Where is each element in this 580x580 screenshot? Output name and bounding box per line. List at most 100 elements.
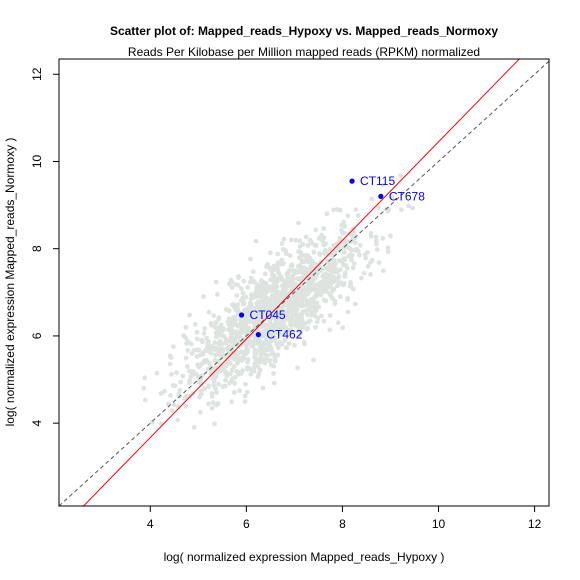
background-point bbox=[327, 247, 333, 252]
background-point bbox=[331, 286, 337, 292]
background-point bbox=[337, 207, 343, 213]
background-point bbox=[267, 339, 273, 345]
background-point bbox=[252, 354, 257, 360]
y-tick-label: 6 bbox=[30, 332, 44, 339]
background-point bbox=[279, 319, 285, 325]
background-point bbox=[339, 280, 345, 286]
background-point bbox=[348, 280, 354, 285]
background-point bbox=[285, 301, 290, 307]
background-point bbox=[337, 258, 343, 264]
background-point bbox=[342, 257, 348, 262]
background-point bbox=[256, 308, 261, 314]
background-point bbox=[201, 331, 207, 336]
background-point bbox=[279, 241, 285, 247]
background-point bbox=[216, 351, 221, 357]
background-point bbox=[337, 236, 343, 241]
background-point bbox=[267, 357, 273, 363]
background-point bbox=[206, 309, 212, 315]
background-point bbox=[306, 255, 312, 261]
background-point bbox=[197, 394, 202, 400]
background-point bbox=[318, 283, 324, 289]
background-point bbox=[237, 336, 243, 342]
background-point bbox=[241, 308, 247, 313]
background-point bbox=[275, 269, 281, 275]
background-point bbox=[212, 421, 218, 427]
background-point bbox=[281, 332, 286, 338]
background-point bbox=[329, 295, 335, 301]
background-point bbox=[264, 264, 269, 270]
background-point bbox=[199, 338, 205, 343]
background-point bbox=[254, 313, 259, 319]
background-point bbox=[206, 384, 211, 390]
background-point bbox=[309, 259, 315, 265]
background-point bbox=[298, 282, 303, 288]
background-point bbox=[206, 401, 211, 407]
background-point bbox=[348, 252, 353, 258]
background-point bbox=[327, 267, 332, 272]
background-point bbox=[341, 249, 347, 255]
background-point bbox=[248, 296, 254, 302]
highlight-label-ct678: CT678 bbox=[389, 189, 425, 203]
background-point bbox=[302, 303, 307, 308]
background-point bbox=[359, 275, 364, 281]
background-point bbox=[301, 339, 307, 345]
background-point bbox=[296, 265, 302, 270]
background-point bbox=[289, 237, 294, 243]
background-point bbox=[202, 386, 208, 391]
background-point bbox=[293, 237, 299, 243]
background-point bbox=[194, 336, 200, 342]
x-tick-label: 10 bbox=[432, 517, 446, 531]
background-point bbox=[349, 247, 354, 253]
background-point bbox=[263, 294, 269, 300]
background-point bbox=[194, 330, 200, 335]
background-point bbox=[167, 361, 173, 367]
background-point bbox=[260, 279, 266, 285]
background-point bbox=[300, 291, 306, 296]
background-point bbox=[271, 275, 277, 281]
background-point bbox=[271, 371, 276, 376]
background-point bbox=[229, 320, 234, 326]
background-point bbox=[172, 383, 178, 389]
background-point bbox=[292, 343, 297, 348]
background-point bbox=[321, 226, 327, 231]
background-point bbox=[229, 376, 235, 382]
background-point bbox=[261, 351, 267, 357]
background-point bbox=[215, 292, 220, 297]
background-point bbox=[183, 335, 189, 341]
background-point bbox=[345, 213, 351, 219]
background-point bbox=[301, 259, 307, 265]
background-point bbox=[312, 304, 318, 309]
background-point bbox=[207, 347, 213, 353]
background-point bbox=[336, 273, 342, 279]
background-point bbox=[368, 233, 374, 239]
background-point bbox=[294, 303, 299, 308]
background-point bbox=[223, 377, 228, 383]
background-point bbox=[210, 400, 216, 405]
background-point bbox=[305, 325, 311, 331]
background-point bbox=[247, 319, 253, 324]
background-point bbox=[311, 300, 317, 306]
background-point bbox=[373, 234, 379, 240]
background-point bbox=[251, 293, 257, 299]
background-point bbox=[241, 278, 247, 284]
background-point bbox=[242, 316, 247, 321]
background-point bbox=[222, 383, 228, 389]
background-point bbox=[298, 317, 303, 323]
background-point bbox=[273, 329, 279, 335]
background-point bbox=[245, 285, 251, 290]
background-point bbox=[342, 273, 348, 278]
background-point bbox=[311, 312, 316, 318]
background-point bbox=[255, 374, 261, 380]
background-point bbox=[221, 367, 226, 373]
background-point bbox=[254, 358, 260, 364]
background-point bbox=[289, 263, 295, 269]
background-point bbox=[324, 277, 330, 283]
background-point bbox=[205, 341, 211, 347]
background-point bbox=[212, 358, 218, 363]
background-point bbox=[374, 247, 380, 252]
background-point bbox=[277, 327, 283, 333]
background-point bbox=[221, 326, 226, 332]
background-point bbox=[221, 334, 227, 339]
background-point bbox=[158, 421, 164, 427]
